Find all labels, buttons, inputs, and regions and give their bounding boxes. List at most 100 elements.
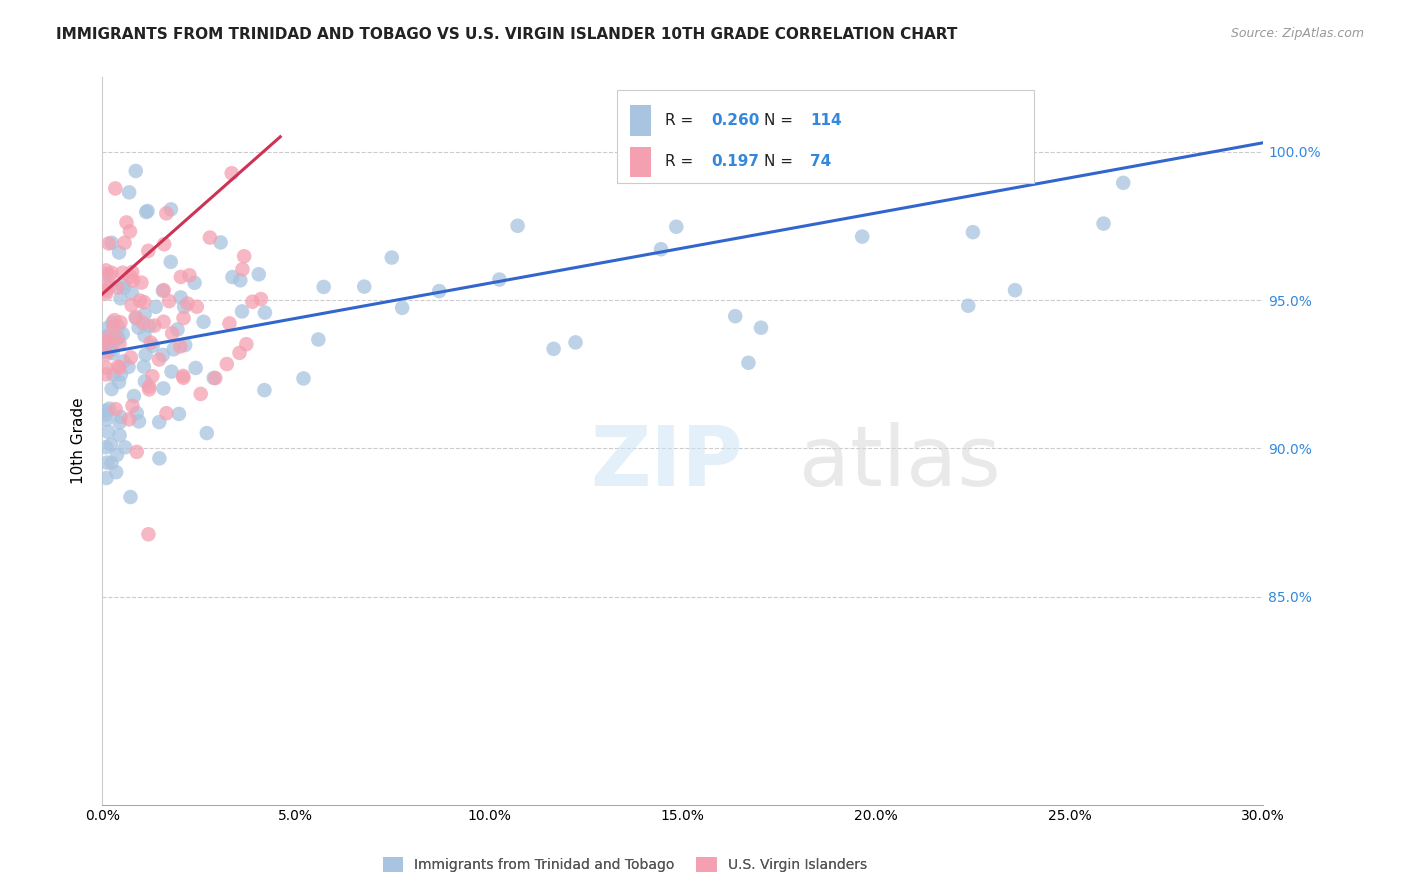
Point <box>427 284 450 298</box>
Point <box>204 371 226 385</box>
Point <box>166 322 188 336</box>
Point <box>125 311 148 326</box>
Point <box>307 333 329 347</box>
Text: 74: 74 <box>810 154 832 169</box>
Point <box>112 281 135 295</box>
Point <box>231 262 253 277</box>
Point <box>170 269 193 284</box>
Point <box>152 284 174 298</box>
Point <box>110 315 132 329</box>
Point <box>128 414 150 428</box>
Point <box>97 236 120 251</box>
Point <box>96 456 118 470</box>
Point <box>120 351 142 365</box>
Point <box>229 273 252 287</box>
Point <box>110 409 132 424</box>
Point <box>202 371 225 385</box>
Point <box>353 279 375 293</box>
Point <box>107 330 129 344</box>
Point <box>488 272 510 286</box>
Point <box>179 268 201 283</box>
Point <box>121 265 143 279</box>
Point <box>157 294 180 309</box>
Point <box>174 338 197 352</box>
Point <box>962 225 984 239</box>
Point <box>136 244 159 258</box>
Point <box>98 401 121 416</box>
Point <box>190 387 212 401</box>
Point <box>142 339 165 353</box>
Point <box>1092 217 1115 231</box>
Point <box>110 291 132 305</box>
Point <box>970 157 993 171</box>
Point <box>1004 283 1026 297</box>
Point <box>100 437 122 451</box>
Point <box>122 389 145 403</box>
Point <box>117 359 139 374</box>
Point <box>785 100 807 114</box>
Point <box>100 266 122 280</box>
Point <box>100 382 122 396</box>
Point <box>134 374 156 388</box>
Point <box>221 270 243 285</box>
Point <box>108 336 131 351</box>
Point <box>381 251 404 265</box>
Point <box>107 359 129 374</box>
Point <box>152 348 174 362</box>
Point <box>253 305 276 319</box>
Point <box>148 415 170 429</box>
Point <box>173 300 195 314</box>
Point <box>94 286 117 301</box>
Point <box>94 263 117 277</box>
Point <box>94 408 117 422</box>
Point <box>94 412 117 426</box>
Point <box>228 346 250 360</box>
Point <box>105 465 128 479</box>
Point <box>98 279 121 293</box>
Point <box>138 527 160 541</box>
Point <box>94 404 117 418</box>
FancyBboxPatch shape <box>617 90 1035 183</box>
Point <box>131 276 153 290</box>
Point <box>94 267 117 281</box>
Point <box>122 273 145 287</box>
Point <box>103 368 125 382</box>
Point <box>231 304 253 318</box>
Point <box>135 205 157 219</box>
Point <box>105 280 128 294</box>
Point <box>159 255 181 269</box>
Text: Source: ZipAtlas.com: Source: ZipAtlas.com <box>1230 27 1364 40</box>
Point <box>148 352 170 367</box>
Point <box>128 320 150 334</box>
Point <box>920 104 942 119</box>
Point <box>118 412 141 426</box>
Point <box>118 186 141 200</box>
Point <box>103 313 125 327</box>
Text: N =: N = <box>763 113 797 128</box>
Point <box>250 292 273 306</box>
Point <box>312 280 335 294</box>
Point <box>96 335 118 350</box>
Point <box>101 316 124 330</box>
Point <box>100 456 122 470</box>
Point <box>115 215 138 229</box>
Point <box>138 319 160 334</box>
Text: 114: 114 <box>810 113 842 128</box>
Point <box>104 329 127 343</box>
Point <box>132 316 155 330</box>
Point <box>139 335 162 350</box>
Point <box>134 328 156 343</box>
Point <box>125 406 148 420</box>
Text: 0.197: 0.197 <box>711 154 759 169</box>
Text: R =: R = <box>665 113 699 128</box>
Point <box>233 249 256 263</box>
Y-axis label: 10th Grade: 10th Grade <box>72 398 86 484</box>
Point <box>97 321 120 335</box>
Point <box>94 368 117 382</box>
Point <box>96 471 118 485</box>
Point <box>1112 176 1135 190</box>
Point <box>143 318 166 333</box>
Point <box>132 295 155 310</box>
Point <box>94 284 117 298</box>
Point <box>235 337 257 351</box>
